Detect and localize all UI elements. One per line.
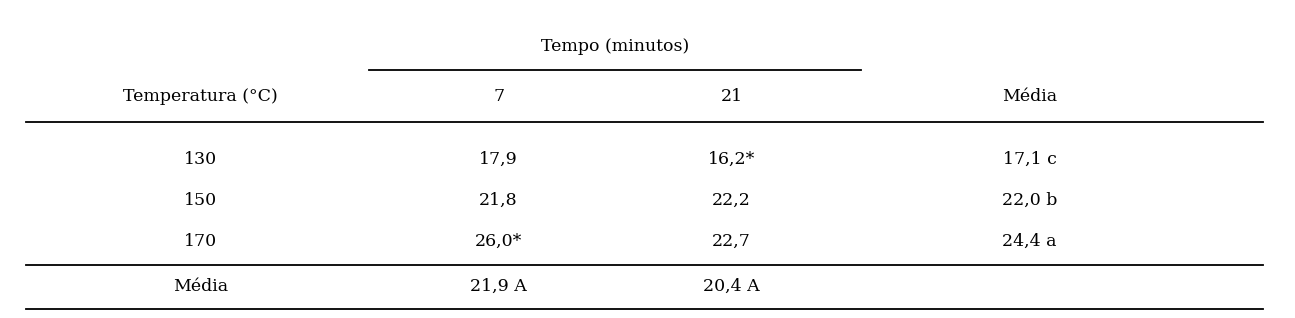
Text: 21: 21: [720, 88, 743, 106]
Text: 7: 7: [493, 88, 504, 106]
Text: 21,8: 21,8: [479, 192, 518, 209]
Text: 17,9: 17,9: [479, 150, 518, 168]
Text: 22,0 b: 22,0 b: [1002, 192, 1057, 209]
Text: 21,9 A: 21,9 A: [470, 278, 527, 295]
Text: 17,1 c: 17,1 c: [1002, 150, 1057, 168]
Text: Média: Média: [1002, 88, 1057, 106]
Text: 20,4 A: 20,4 A: [703, 278, 760, 295]
Text: Temperatura (°C): Temperatura (°C): [123, 88, 278, 106]
Text: 22,2: 22,2: [712, 192, 751, 209]
Text: Tempo (minutos): Tempo (minutos): [541, 38, 689, 55]
Text: 22,7: 22,7: [712, 233, 751, 250]
Text: Média: Média: [174, 278, 228, 295]
Text: 16,2*: 16,2*: [708, 150, 755, 168]
Text: 150: 150: [184, 192, 218, 209]
Text: 24,4 a: 24,4 a: [1002, 233, 1057, 250]
Text: 130: 130: [184, 150, 218, 168]
Text: 170: 170: [184, 233, 218, 250]
Text: 26,0*: 26,0*: [475, 233, 522, 250]
